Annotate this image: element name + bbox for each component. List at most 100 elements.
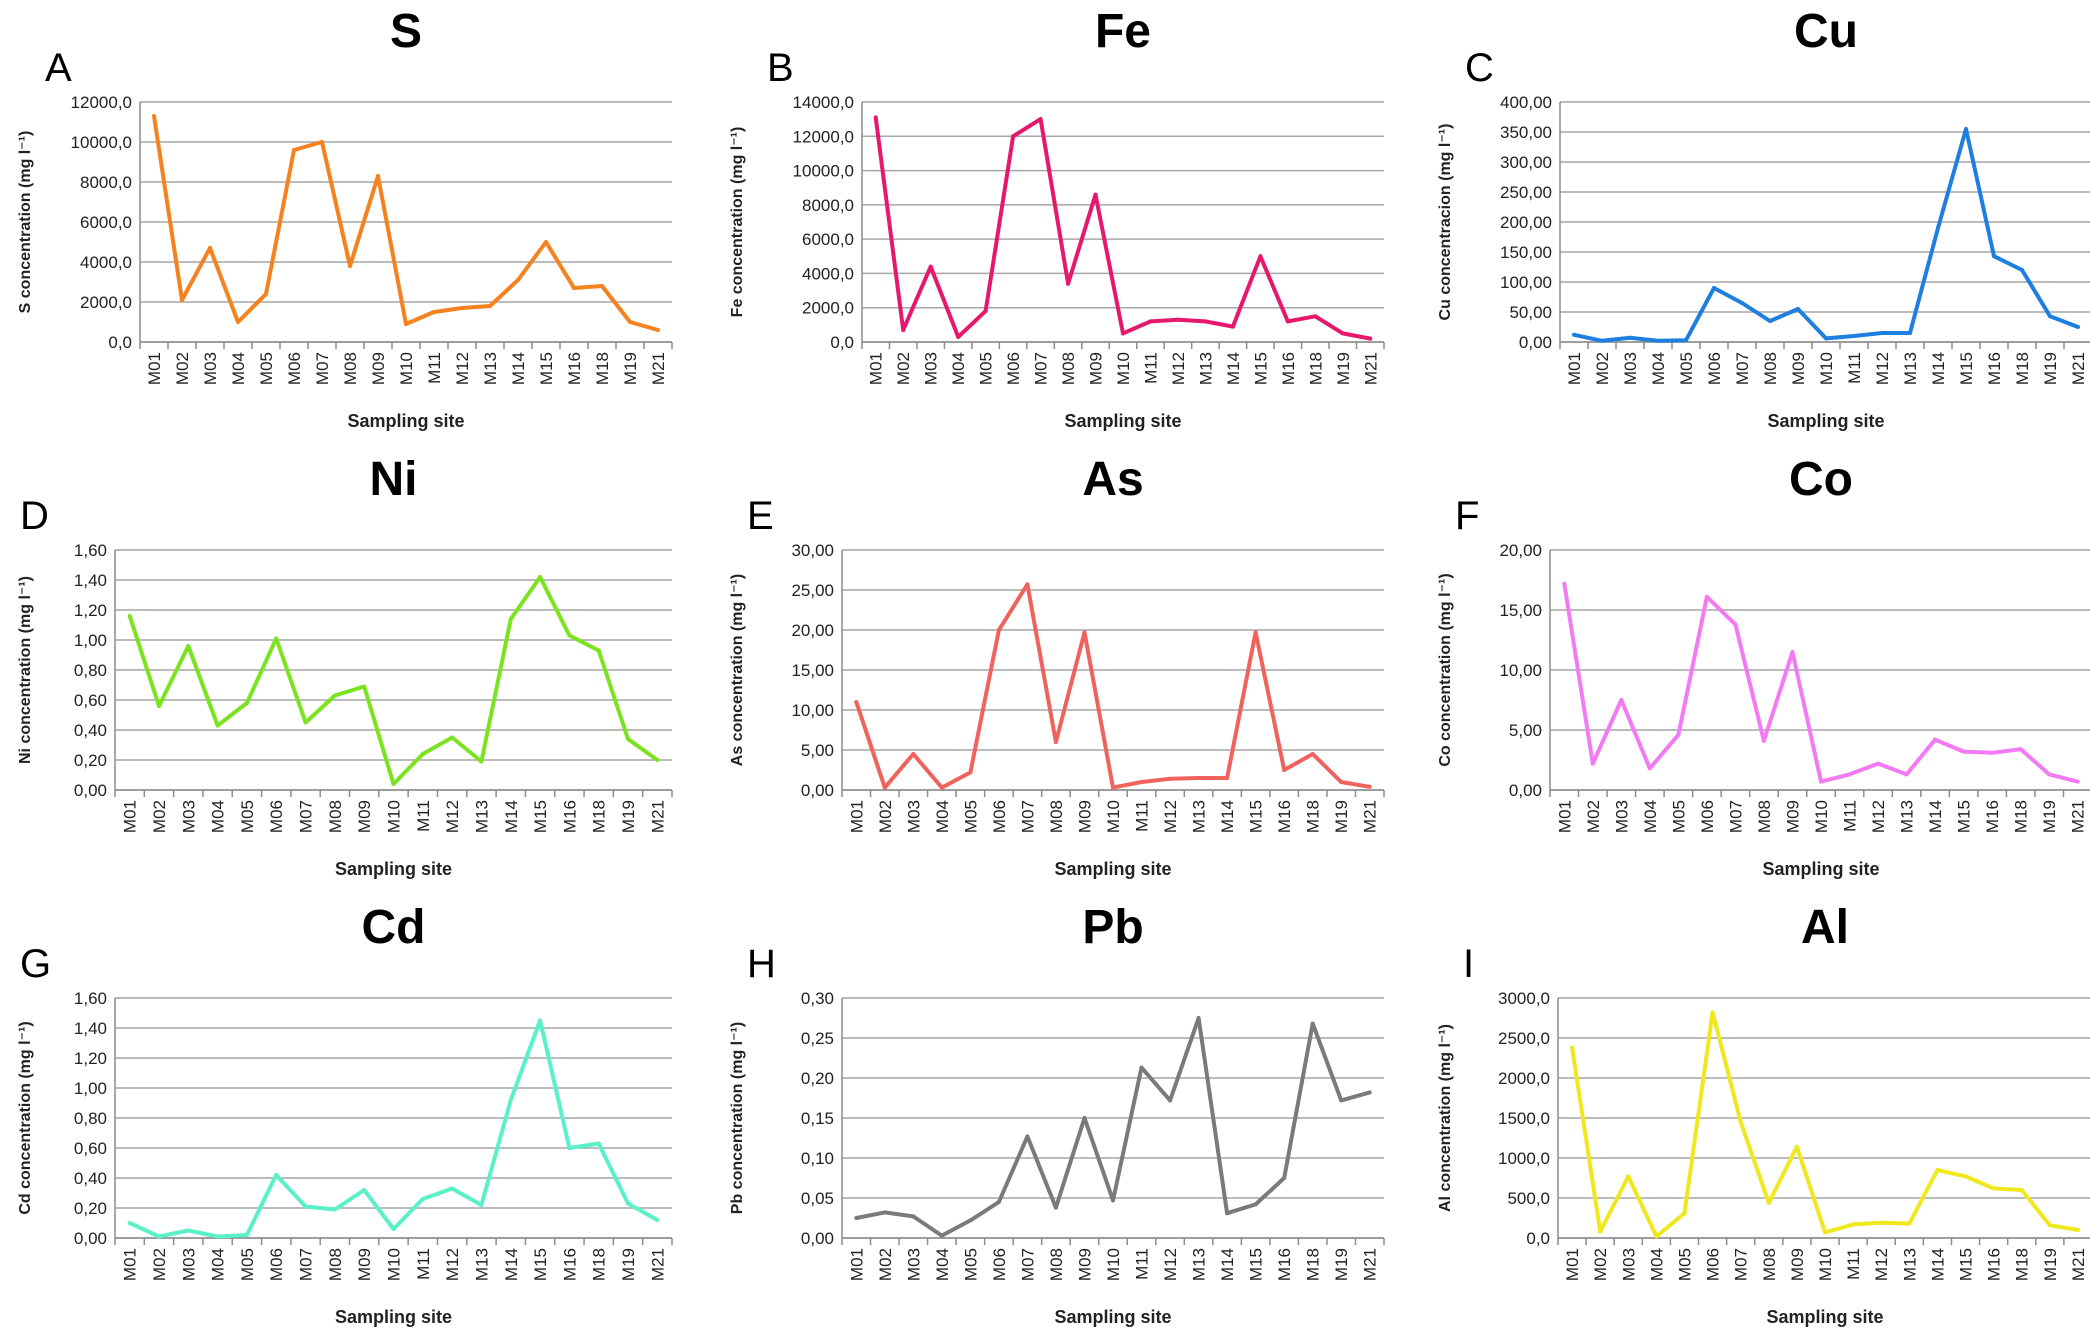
x-tick-label: M06: [267, 1248, 286, 1281]
data-point: [450, 1186, 455, 1191]
y-tick-label: 4000,0: [802, 264, 854, 283]
x-tick-label: M01: [867, 352, 886, 385]
y-tick-label: 0,0: [1526, 1229, 1550, 1248]
data-point: [1225, 1211, 1230, 1216]
data-point: [1282, 1176, 1287, 1180]
x-tick-label: M03: [1612, 800, 1631, 833]
x-tick-label: M04: [1641, 800, 1660, 833]
data-point: [236, 320, 240, 324]
data-point: [1712, 286, 1716, 290]
data-point: [186, 1228, 191, 1233]
data-point: [2019, 1188, 2024, 1192]
x-tick-label: M02: [173, 352, 192, 385]
panel-letter: H: [747, 942, 776, 986]
x-tick-label: M11: [425, 352, 444, 384]
data-point: [215, 1234, 220, 1239]
data-point: [1562, 581, 1567, 586]
y-tick-label: 1,60: [74, 989, 107, 1008]
x-tick-label: M15: [1957, 352, 1976, 385]
x-tick-label: M04: [949, 352, 968, 385]
data-point: [1196, 776, 1201, 780]
x-tick-label: M04: [209, 1248, 228, 1281]
data-point: [450, 735, 455, 740]
data-point: [1121, 331, 1125, 336]
data-point: [127, 614, 132, 618]
data-point: [1654, 1234, 1659, 1239]
x-tick-label: M11: [1133, 1248, 1152, 1280]
x-tick-label: M06: [990, 800, 1009, 833]
x-tick-label: M01: [847, 1248, 866, 1281]
x-tick-label: M08: [326, 1248, 345, 1281]
x-tick-label: M21: [1361, 800, 1380, 833]
x-tick-label: M21: [2069, 352, 2088, 385]
x-tick-label: M21: [648, 1248, 667, 1281]
data-point: [1367, 1090, 1372, 1095]
y-tick-label: 0,00: [1509, 781, 1542, 800]
data-point: [1740, 301, 1744, 305]
y-tick-label: 250,00: [1500, 183, 1552, 202]
x-tick-label: M16: [1985, 352, 2004, 385]
x-tick-label: M15: [1251, 352, 1270, 385]
y-tick-label: 10000,0: [793, 162, 854, 181]
chart-svg: 0,00 0,20 0,40 0,60 0,80 1,00 1,20 1,40 1,60 M01 M…: [17, 989, 673, 1327]
data-point: [873, 115, 878, 120]
x-tick-label: M06: [1698, 800, 1717, 833]
x-axis-title: Sampling site: [1766, 1307, 1883, 1327]
data-point: [1598, 1229, 1603, 1234]
x-tick-label: M04: [933, 1248, 952, 1281]
x-tick-label: M12: [443, 1248, 462, 1281]
data-point: [1963, 1174, 1968, 1179]
x-tick-label: M16: [565, 352, 584, 385]
chart-panel-ni: 0,00 0,20 0,40 0,60 0,80 1,00 1,20 1,40 1,60 M01 M…: [10, 453, 690, 890]
y-tick-label: 1,20: [74, 601, 107, 620]
data-point: [156, 704, 161, 708]
x-tick-label: M12: [1873, 352, 1892, 385]
chart-title: Co: [1789, 453, 1853, 506]
data-point: [854, 700, 859, 704]
data-point: [1111, 785, 1115, 790]
x-tick-label: M18: [593, 352, 612, 385]
x-tick-label: M13: [1190, 1248, 1209, 1281]
x-tick-label: M21: [1361, 352, 1380, 385]
data-point: [1148, 319, 1153, 324]
data-point: [1196, 1016, 1201, 1020]
y-tick-label: 1,00: [74, 631, 107, 650]
data-point: [479, 759, 484, 764]
x-tick-label: M05: [961, 1248, 980, 1281]
data-point: [2075, 779, 2080, 784]
chart-title: As: [1082, 453, 1144, 506]
y-tick-label: 0,20: [74, 751, 107, 770]
data-point: [572, 286, 576, 290]
series-line-cu: [1573, 127, 2079, 343]
x-tick-label: M06: [285, 352, 304, 385]
y-tick-label: 0,0: [830, 333, 854, 352]
data-point: [1626, 1174, 1631, 1179]
y-tick-label: 3000,0: [1498, 989, 1550, 1008]
y-tick-label: 1,00: [74, 1079, 107, 1098]
x-tick-label: M02: [150, 800, 169, 833]
data-point: [420, 1197, 425, 1201]
x-tick-label: M21: [2069, 800, 2088, 833]
x-axis-title: Sampling site: [1054, 859, 1171, 879]
y-tick-label: 400,00: [1500, 93, 1552, 112]
data-point: [1964, 127, 1968, 131]
x-tick-label: M03: [1621, 352, 1640, 385]
y-tick-label: 1,20: [74, 1049, 107, 1068]
x-tick-label: M15: [531, 800, 550, 833]
panel-letter: F: [1455, 494, 1480, 538]
x-tick-label: M11: [1141, 352, 1160, 384]
data-point: [1139, 1065, 1144, 1070]
data-point: [1082, 630, 1087, 635]
x-axis-title: Sampling site: [347, 411, 464, 431]
data-point: [656, 328, 660, 332]
x-tick-label: M16: [1275, 1248, 1294, 1281]
x-tick-label: M03: [179, 1248, 198, 1281]
x-tick-label: M15: [1247, 800, 1266, 833]
data-point: [1961, 749, 1966, 754]
y-tick-label: 0,00: [801, 781, 834, 800]
x-tick-label: M11: [1841, 800, 1860, 832]
data-point: [1768, 319, 1772, 323]
x-tick-label: M11: [1845, 352, 1864, 384]
chart-svg: 0,00 5,00 10,00 15,00 20,00 25,00 30,00 M01 M02 M…: [729, 541, 1385, 879]
data-point: [538, 1018, 543, 1023]
